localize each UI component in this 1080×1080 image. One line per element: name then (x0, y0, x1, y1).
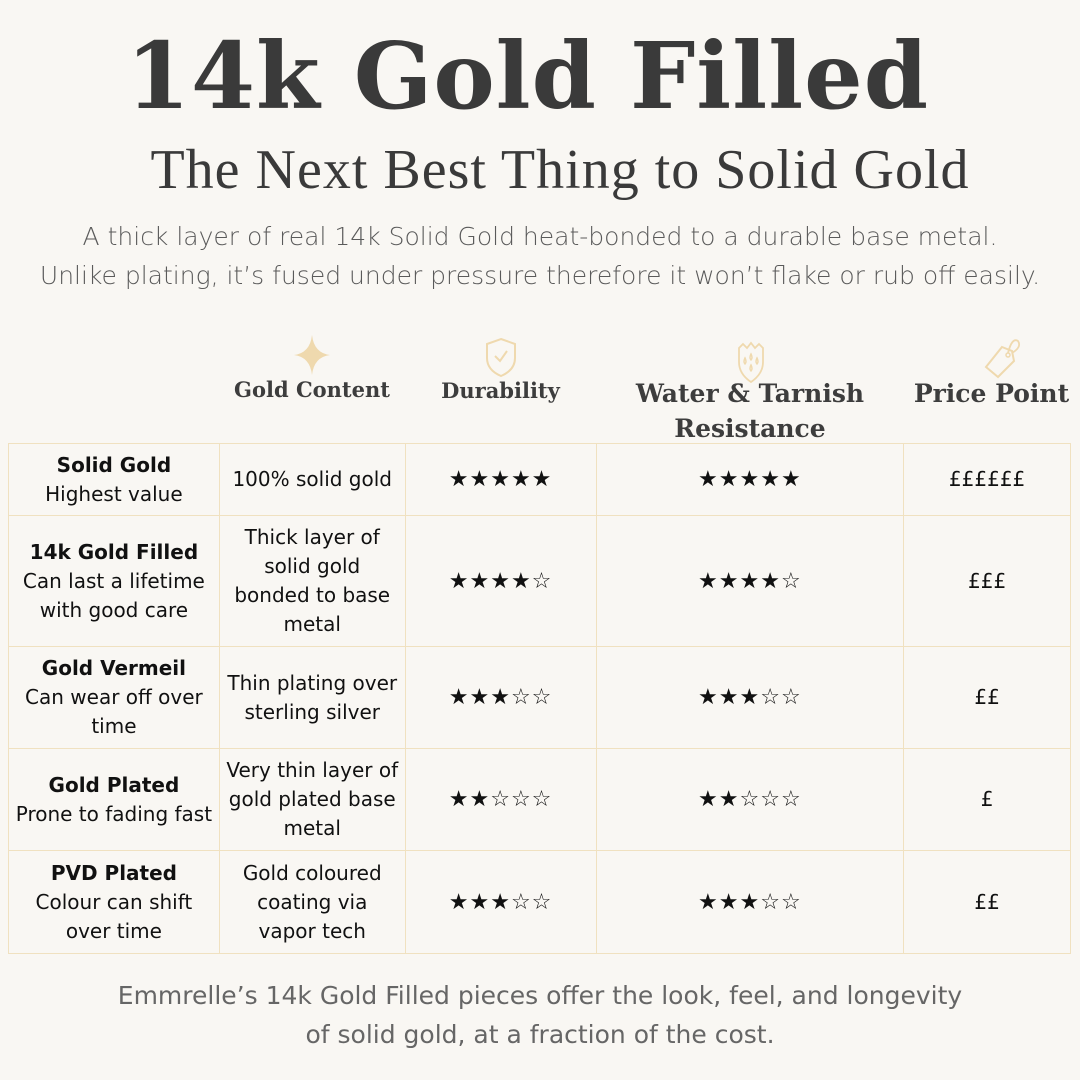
type-name: PVD Plated (50, 860, 177, 885)
table-row: 14k Gold Filled Can last a lifetime with … (8, 515, 1071, 647)
price-point-cell: £££ (903, 515, 1071, 647)
type-cell: PVD Plated Colour can shift over time (8, 850, 220, 954)
type-cell: Gold Vermeil Can wear off over time (8, 646, 220, 749)
gold-content-cell: Gold coloured coating via vapor tech (218, 850, 406, 954)
gold-content-cell: 100% solid gold (218, 443, 406, 516)
type-note: Can wear off over time (25, 685, 203, 738)
column-header-price-point: Price Point (913, 379, 1070, 408)
price-tag-icon (984, 339, 1021, 379)
page-subtitle: The Next Best Thing to Solid Gold (150, 139, 970, 201)
resistance-rating: ★★☆☆☆ (595, 748, 905, 851)
comparison-table: Solid Gold Highest value 100% solid gold … (8, 443, 1071, 954)
price-point-cell: ££ (903, 850, 1071, 954)
column-header-water-tarnish-line-2: Resistance (674, 414, 826, 443)
type-cell: Solid Gold Highest value (8, 443, 220, 516)
type-note: Prone to fading fast (15, 801, 213, 826)
footer-line-1: Emmrelle’s 14k Gold Filled pieces offer … (117, 981, 963, 1010)
price-point-cell: £ (903, 748, 1071, 851)
resistance-rating: ★★★★☆ (595, 515, 905, 647)
type-cell: Gold Plated Prone to fading fast (8, 748, 220, 851)
table-row: Gold Vermeil Can wear off over time Thin … (8, 646, 1071, 749)
resistance-rating: ★★★☆☆ (595, 850, 905, 954)
sparkle-icon (294, 335, 330, 375)
resistance-rating: ★★★★★ (595, 443, 905, 516)
footer-line-2: of solid gold, at a fraction of the cost… (305, 1020, 775, 1049)
durability-rating: ★★★☆☆ (404, 850, 597, 954)
type-name: 14k Gold Filled (29, 539, 199, 564)
durability-rating: ★★★★☆ (404, 515, 597, 647)
price-point-cell: ££££££ (903, 443, 1071, 516)
durability-rating: ★★★★★ (404, 443, 597, 516)
shield-check-icon (486, 337, 516, 378)
type-name: Gold Plated (48, 772, 180, 797)
column-header-durability: Durability (441, 378, 560, 403)
type-name: Gold Vermeil (41, 656, 187, 680)
gold-content-cell: Thin plating over sterling silver (218, 646, 406, 749)
table-row: Solid Gold Highest value 100% solid gold … (8, 443, 1071, 516)
type-name: Solid Gold (56, 452, 172, 477)
table-row: Gold Plated Prone to fading fast Very thi… (8, 748, 1071, 851)
type-cell: 14k Gold Filled Can last a lifetime with … (8, 515, 220, 647)
description-line-2: Unlike plating, it’s fused under pressur… (39, 261, 1041, 290)
durability-rating: ★★★☆☆ (404, 646, 597, 749)
price-point-cell: ££ (903, 646, 1071, 749)
gold-content-cell: Very thin layer of gold plated base meta… (218, 748, 406, 851)
column-header-water-tarnish-line-1: Water & Tarnish (635, 379, 865, 408)
page-title: 14k Gold Filled (125, 22, 930, 130)
gold-content-cell: Thick layer of solid gold bonded to base… (218, 515, 406, 647)
shield-droplets-icon (738, 341, 764, 384)
durability-rating: ★★☆☆☆ (404, 748, 597, 851)
table-row: PVD Plated Colour can shift over time Gol… (8, 850, 1071, 954)
type-note: Colour can shift over time (35, 889, 193, 943)
column-header-gold-content: Gold Content (234, 377, 390, 402)
type-note: Highest value (45, 481, 183, 506)
resistance-rating: ★★★☆☆ (595, 646, 905, 749)
type-note: Can last a lifetime with good care (22, 568, 205, 622)
description-line-1: A thick layer of real 14k Solid Gold hea… (82, 222, 998, 251)
